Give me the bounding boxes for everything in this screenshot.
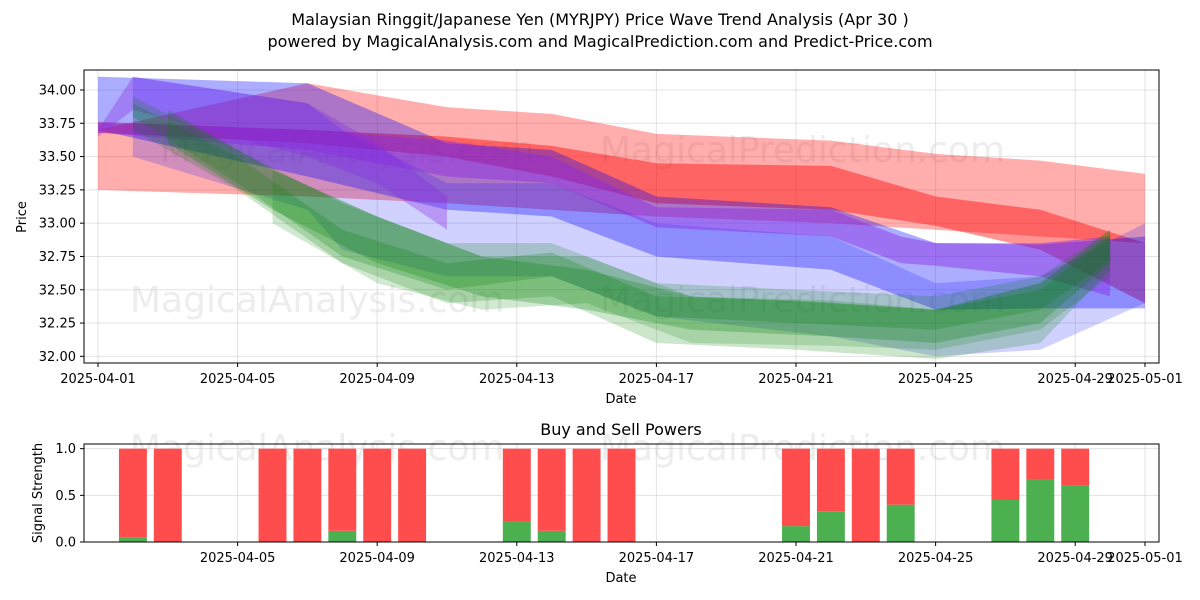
- price-x-tick-label: 2025-04-25: [898, 372, 974, 387]
- buy-bar: [1061, 485, 1090, 542]
- signal-x-axis-label: Date: [605, 571, 636, 586]
- signal-x-tick-label: 2025-04-17: [619, 551, 695, 566]
- signal-y-ticks: 0.0 0.5 1.0: [55, 442, 84, 551]
- sell-bar: [851, 448, 880, 542]
- signal-y-tick-label: 1.0: [55, 442, 76, 457]
- buy-bar: [502, 521, 531, 542]
- watermark-3: MagicalAnalysis.com: [130, 280, 504, 321]
- price-x-tick-label: 2025-04-17: [619, 372, 695, 387]
- buy-bar: [782, 526, 810, 542]
- signal-y-tick-label: 0.0: [55, 536, 76, 551]
- sell-bar: [118, 448, 147, 538]
- signal-x-ticks: 2025-04-05 2025-04-09 2025-04-13 2025-04-17…: [200, 542, 1183, 566]
- price-x-tick-label: 2025-04-05: [200, 372, 276, 387]
- sell-bar: [293, 448, 322, 542]
- price-band-purple-5: [98, 76, 447, 230]
- sell-bar: [363, 448, 392, 542]
- price-band-red-1: [98, 121, 1145, 304]
- price-plot-frame: [83, 69, 1160, 364]
- price-band-blue-3: [132, 76, 1145, 357]
- sell-bar: [607, 448, 636, 542]
- price-x-ticks: 2025-04-01 2025-04-05 2025-04-09 2025-04-13…: [60, 363, 1183, 387]
- price-band-purple-4: [98, 123, 1111, 297]
- price-band-red-0: [98, 83, 1145, 244]
- buy-bar: [816, 511, 845, 542]
- sell-bar: [816, 448, 845, 512]
- price-y-axis-label: Price: [15, 201, 30, 233]
- price-x-tick-label: 2025-04-01: [60, 372, 136, 387]
- buy-bar: [1026, 479, 1055, 542]
- buy-bar: [991, 500, 1020, 542]
- sell-bar: [537, 448, 566, 531]
- price-y-tick-label: 32.00: [39, 350, 76, 365]
- price-y-tick-label: 33.50: [39, 150, 76, 165]
- price-y-tick-label: 33.25: [39, 183, 76, 198]
- signal-chart-title: Buy and Sell Powers: [540, 420, 702, 439]
- sell-bar: [886, 448, 915, 505]
- price-y-tick-label: 33.00: [39, 217, 76, 232]
- watermark-2: MagicalPrediction.com: [600, 130, 1005, 171]
- price-y-ticks: 32.00 32.25 32.50 32.75 33.00 33.25 33.50 33.75…: [39, 83, 84, 365]
- watermark-1: MagicalAnalysis.com: [160, 130, 534, 171]
- signal-x-tick-label: 2025-05-01: [1107, 551, 1183, 566]
- sell-bar: [502, 448, 531, 522]
- sell-bar: [1026, 448, 1055, 480]
- price-x-tick-label: 2025-04-09: [339, 372, 415, 387]
- signal-x-tick-label: 2025-04-05: [200, 551, 276, 566]
- price-y-tick-label: 32.75: [39, 250, 76, 265]
- signal-x-tick-label: 2025-04-21: [758, 551, 834, 566]
- buy-bar: [537, 530, 566, 542]
- signal-y-tick-label: 0.5: [55, 489, 76, 504]
- watermark-4: MagicalPrediction.com: [600, 280, 1005, 321]
- sell-bar: [1061, 448, 1090, 486]
- price-x-tick-label: 2025-04-13: [479, 372, 555, 387]
- price-x-tick-label: 2025-04-29: [1037, 372, 1113, 387]
- price-x-axis-label: Date: [605, 392, 636, 407]
- signal-bars: [118, 448, 1090, 542]
- price-band-green-6: [132, 96, 1111, 359]
- sell-bar: [153, 448, 182, 542]
- price-band-blue-2: [98, 76, 1145, 310]
- sell-bar: [398, 448, 427, 542]
- signal-plot-frame: [83, 443, 1160, 543]
- price-y-tick-label: 32.50: [39, 283, 76, 298]
- buy-bar: [328, 530, 357, 542]
- price-band-green-7: [132, 103, 1111, 330]
- chart-title-line2: powered by MagicalAnalysis.com and Magic…: [267, 32, 933, 51]
- price-bands: [98, 76, 1145, 359]
- signal-x-tick-label: 2025-04-29: [1037, 551, 1113, 566]
- price-y-tick-label: 32.25: [39, 317, 76, 332]
- buy-bar: [886, 504, 915, 542]
- price-y-tick-label: 34.00: [39, 83, 76, 98]
- sell-bar: [782, 448, 810, 527]
- chart-title-line1: Malaysian Ringgit/Japanese Yen (MYRJPY) …: [291, 10, 909, 29]
- price-x-tick-label: 2025-05-01: [1107, 372, 1183, 387]
- signal-x-tick-label: 2025-04-09: [339, 551, 415, 566]
- signal-y-axis-label: Signal Strength: [31, 443, 46, 543]
- price-grid: [84, 70, 1159, 363]
- price-band-green-9: [272, 169, 1111, 350]
- price-band-green-8: [167, 110, 1111, 343]
- price-y-tick-label: 33.75: [39, 117, 76, 132]
- buy-sell-chart: MagicalAnalysis.com MagicalPrediction.co…: [31, 420, 1183, 586]
- sell-bar: [328, 448, 357, 531]
- price-wave-chart: MagicalAnalysis.com MagicalPrediction.co…: [15, 69, 1183, 407]
- sell-bar: [258, 448, 287, 542]
- sell-bar: [991, 448, 1020, 500]
- price-x-tick-label: 2025-04-21: [758, 372, 834, 387]
- sell-bar: [572, 448, 601, 542]
- signal-x-tick-label: 2025-04-25: [898, 551, 974, 566]
- buy-bar: [118, 537, 147, 542]
- signal-x-tick-label: 2025-04-13: [479, 551, 555, 566]
